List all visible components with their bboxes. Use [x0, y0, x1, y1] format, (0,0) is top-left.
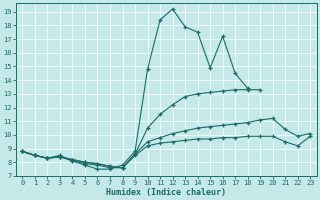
X-axis label: Humidex (Indice chaleur): Humidex (Indice chaleur) [106, 188, 226, 197]
